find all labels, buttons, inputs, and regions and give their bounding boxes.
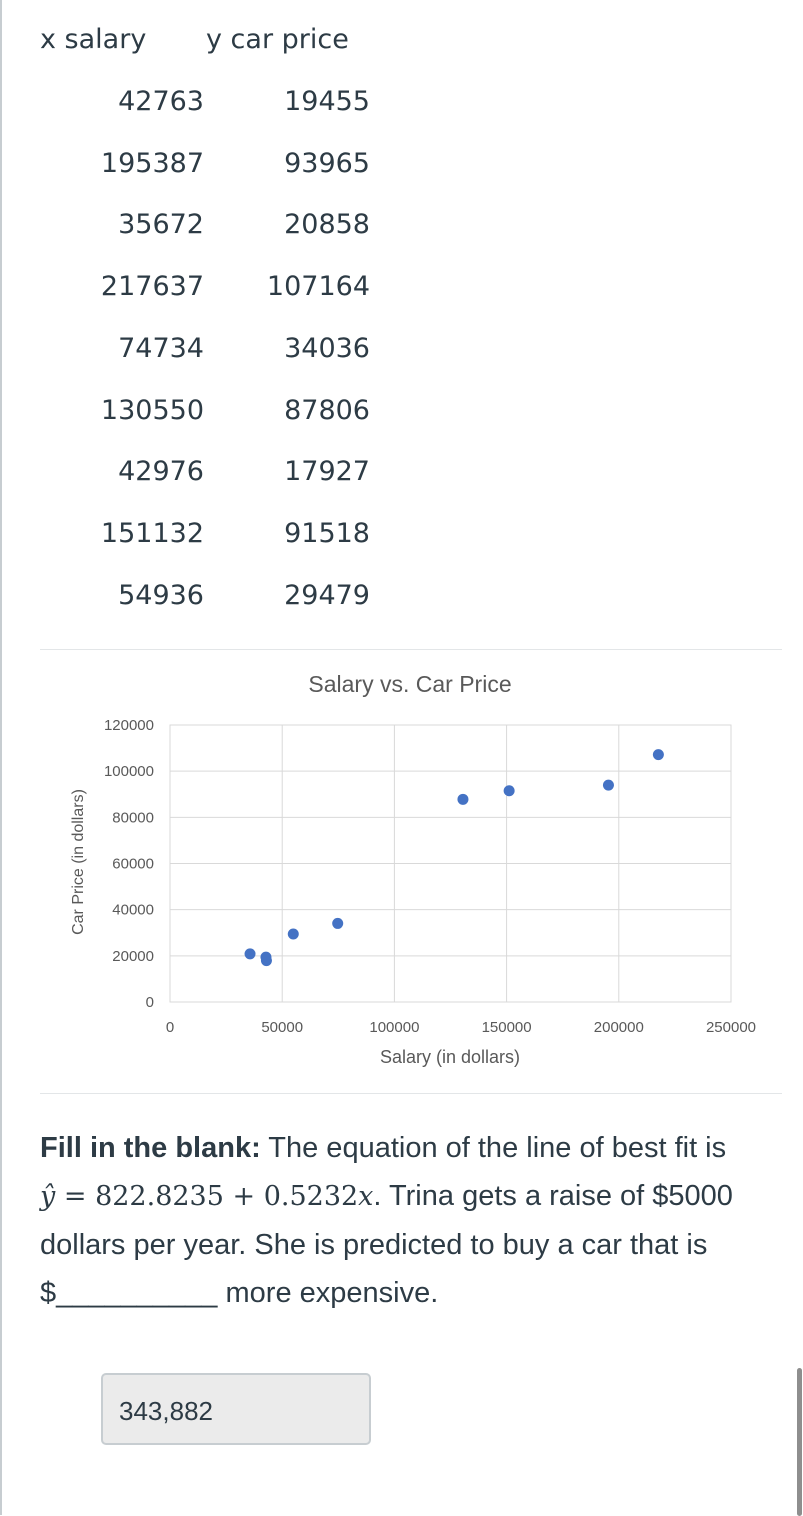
cell-car-price: 17927 <box>284 456 370 488</box>
y-tick-label: 20000 <box>112 948 154 965</box>
cell-salary: 42976 <box>118 456 204 488</box>
chart-y-axis-label: Car Price (in dollars) <box>70 789 87 935</box>
x-tick-label: 100000 <box>369 1019 419 1036</box>
chart-title: Salary vs. Car Price <box>308 671 511 697</box>
scatter-chart: 0 20000 40000 60000 80000 100000 120000 0 50000 1… <box>70 671 756 1067</box>
cell-salary: 217637 <box>100 271 204 303</box>
y-tick-label: 80000 <box>112 809 154 826</box>
table-row: 151132 91518 <box>0 518 400 558</box>
cell-car-price: 107164 <box>266 271 370 303</box>
cell-car-price: 34036 <box>284 332 370 364</box>
question-blank: __________ <box>56 1277 218 1309</box>
y-tick-label: 0 <box>146 994 154 1011</box>
table-row: 74734 34036 <box>0 333 400 373</box>
cell-car-price: 93965 <box>284 147 370 179</box>
cell-salary: 54936 <box>118 579 204 611</box>
cell-car-price: 19455 <box>284 86 370 117</box>
data-point <box>287 928 299 940</box>
x-tick-label: 150000 <box>482 1019 532 1036</box>
table-row: 195387 93965 <box>0 148 400 188</box>
data-point <box>503 785 515 797</box>
answer-field[interactable]: 343,882 <box>101 1373 371 1445</box>
cell-salary: 35672 <box>118 209 204 241</box>
data-point <box>457 793 469 805</box>
table-row: 35672 20858 <box>0 209 400 249</box>
table-header-x: x salary <box>40 24 147 55</box>
table-row: 217637 107164 <box>0 271 400 311</box>
data-point <box>260 955 272 967</box>
table-row: 130550 87806 <box>0 395 400 435</box>
table-row: 42976 17927 <box>0 456 400 496</box>
cell-salary: 74734 <box>118 332 204 364</box>
question-text-part-3: more expensive. <box>225 1277 439 1309</box>
cell-salary: 151132 <box>100 517 204 549</box>
scrollbar-thumb[interactable] <box>797 1368 802 1516</box>
cell-car-price: 29479 <box>284 579 370 611</box>
y-tick-label: 100000 <box>104 763 154 780</box>
x-tick-label: 0 <box>166 1019 174 1036</box>
y-tick-label: 40000 <box>112 902 154 919</box>
cell-salary: 195387 <box>100 147 204 179</box>
x-tick-label: 50000 <box>261 1019 303 1036</box>
cell-car-price: 20858 <box>284 209 370 241</box>
left-border <box>0 0 2 1515</box>
data-point <box>652 749 664 761</box>
y-tick-label: 60000 <box>112 856 154 873</box>
answer-value: 343,882 <box>119 1396 213 1426</box>
cell-salary: 42763 <box>118 86 204 117</box>
cell-car-price: 91518 <box>284 517 370 549</box>
table-header-y: y car price <box>206 24 349 55</box>
table-row: 42763 19455 <box>0 86 400 126</box>
cell-car-price: 87806 <box>284 394 370 426</box>
y-tick-label: 120000 <box>104 717 154 734</box>
data-point <box>244 948 256 960</box>
question-text-part-2: Trina gets a raise of $5000 dollars per … <box>40 1180 733 1309</box>
data-point <box>332 917 344 929</box>
divider <box>40 1093 782 1094</box>
chart-x-axis-label: Salary (in dollars) <box>380 1047 520 1067</box>
data-point <box>602 779 614 791</box>
regression-equation: ŷ = 822.8235 + 0.5232x <box>40 1181 374 1212</box>
x-tick-label: 250000 <box>706 1019 756 1036</box>
divider <box>40 649 782 650</box>
question-lead: Fill in the blank: <box>40 1132 261 1164</box>
cell-salary: 130550 <box>100 394 204 426</box>
question-text-part-1: The equation of the line of best fit is <box>268 1132 727 1164</box>
x-tick-label: 200000 <box>594 1019 644 1036</box>
question-text: Fill in the blank: The equation of the l… <box>40 1132 733 1309</box>
table-row: 54936 29479 <box>0 580 400 620</box>
